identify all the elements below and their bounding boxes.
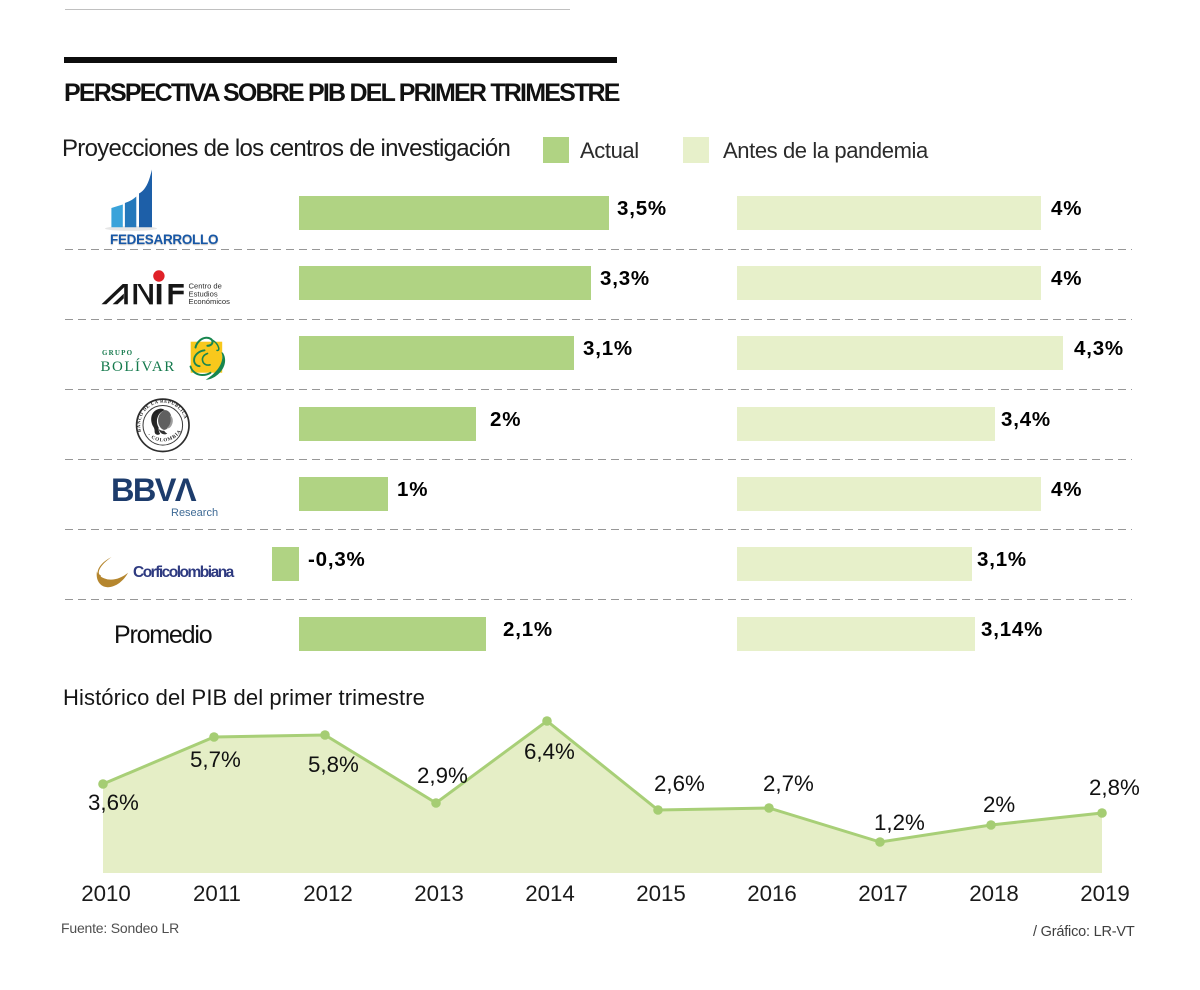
svg-text:Centro de: Centro de <box>189 282 222 291</box>
svg-text:Económicos: Económicos <box>189 297 231 306</box>
svg-text:GRUPO: GRUPO <box>102 349 133 357</box>
svg-text:BOLÍVAR: BOLÍVAR <box>101 358 176 375</box>
svg-text:Estudios: Estudios <box>189 289 218 298</box>
